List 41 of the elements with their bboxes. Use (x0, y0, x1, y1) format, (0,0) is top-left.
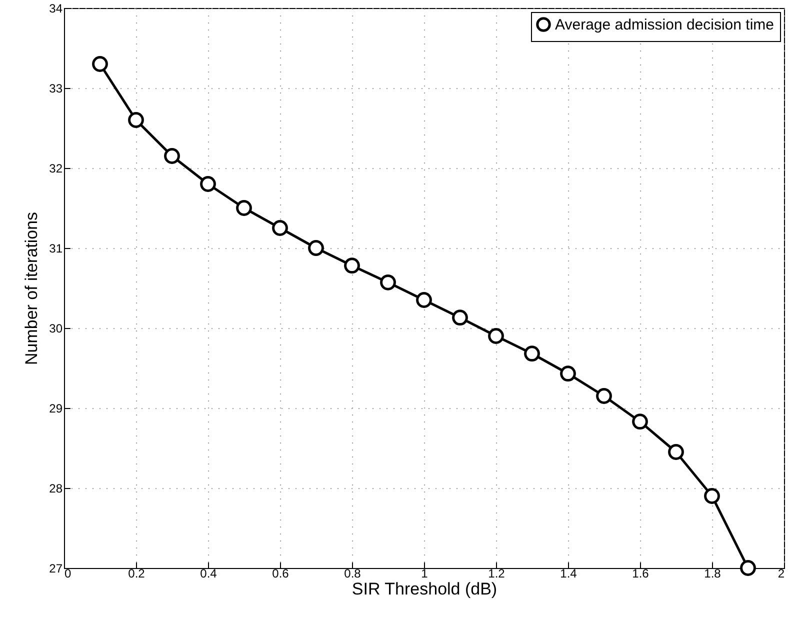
point (128, 112, 144, 128)
point (92, 56, 108, 72)
y-tick-label: 28 (49, 482, 63, 496)
point (272, 220, 288, 236)
legend-label: Average admission decision time (555, 16, 774, 34)
point (560, 366, 576, 382)
y-axis-title: Number of iterations (22, 212, 42, 366)
point (236, 200, 252, 216)
point (308, 240, 324, 256)
x-tick-label: 0.6 (272, 566, 290, 580)
x-tick-label: 1.4 (560, 566, 578, 580)
y-tick-label: 27 (49, 562, 63, 576)
point (524, 346, 540, 362)
point (632, 414, 648, 430)
x-tick-label: 1.2 (488, 566, 506, 580)
point (452, 310, 468, 326)
x-tick-label: 1.8 (704, 566, 722, 580)
y-tick-label: 34 (49, 2, 63, 16)
y-tick-label: 31 (49, 242, 63, 256)
point (344, 258, 360, 274)
x-tick-label: 0 (64, 566, 72, 580)
x-tick-label: 0.2 (128, 566, 146, 580)
y-tick-label: 29 (49, 402, 63, 416)
x-tick-label: 0.4 (200, 566, 218, 580)
x-tick-label: 0.8 (344, 566, 362, 580)
x-axis-title: SIR Threshold (dB) (352, 580, 498, 598)
point (704, 488, 720, 504)
point (488, 328, 504, 344)
point (200, 176, 216, 192)
point (164, 148, 180, 164)
x-tick-label: 1.6 (632, 566, 650, 580)
y-tick-label: 32 (49, 162, 63, 176)
point (416, 292, 432, 308)
point (380, 274, 396, 290)
point (740, 560, 756, 576)
y-tick-label: 30 (49, 322, 63, 336)
x-tick-label: 1 (421, 566, 428, 580)
x-tick-label: 2 (778, 566, 785, 580)
point (668, 444, 684, 460)
y-tick-label: 33 (49, 82, 63, 96)
point (596, 388, 612, 404)
